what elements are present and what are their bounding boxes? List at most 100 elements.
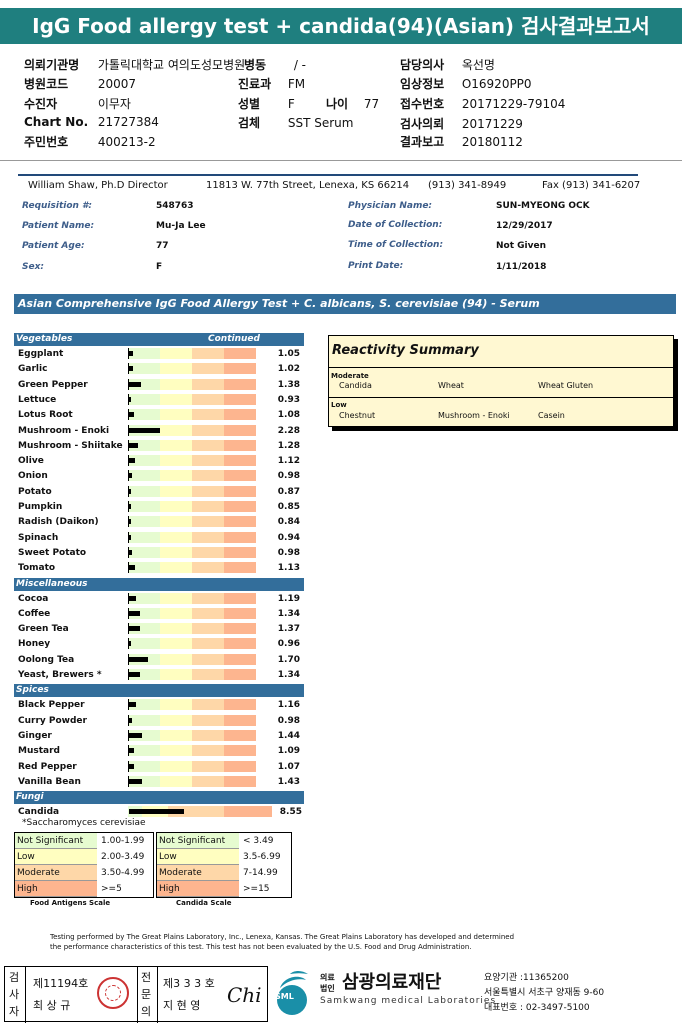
receipt-no-label: 접수번호 xyxy=(400,97,445,111)
food-name: Spinach xyxy=(18,532,59,543)
result-value: 1.37 xyxy=(277,624,300,635)
corp-name-en: Samkwang medical Laboratories xyxy=(320,996,497,1006)
result-value: 1.09 xyxy=(277,746,300,757)
result-bar xyxy=(129,763,134,769)
receipt-no-value: 20171229-79104 xyxy=(461,97,566,111)
saccharomyces-footnote: *Saccharomyces cerevisiae xyxy=(22,818,146,828)
result-value: 1.05 xyxy=(277,349,300,359)
scale-bar xyxy=(128,714,256,726)
scale-bar xyxy=(128,531,256,543)
sex-label: 성별 xyxy=(238,97,261,111)
patient-name-label: Patient Name: xyxy=(22,221,95,231)
legend-label: Not Significant xyxy=(15,833,97,849)
result-bar xyxy=(129,488,131,494)
result-value: 1.08 xyxy=(277,410,300,421)
scale-bar xyxy=(128,409,256,421)
lab-divider xyxy=(18,174,638,176)
sex-value: F xyxy=(287,97,295,111)
food-name: Black Pepper xyxy=(18,700,85,711)
print-date-label: Print Date: xyxy=(348,261,404,271)
reactivity-divider xyxy=(329,397,673,398)
age-row: 나이 77 xyxy=(326,95,379,112)
food-name: Candida xyxy=(18,807,60,818)
physician-label: Physician Name: xyxy=(348,201,433,211)
food-name: Cocoa xyxy=(18,593,49,604)
result-value: 1.44 xyxy=(277,730,300,741)
patient-row: 수진자 이무자 xyxy=(24,95,131,112)
food-name: Coffee xyxy=(18,608,51,619)
scale-bar xyxy=(128,546,256,558)
result-value: 0.93 xyxy=(277,394,300,405)
scale-bar xyxy=(128,729,256,741)
result-value: 1.02 xyxy=(277,364,300,375)
food-name: Radish (Daikon) xyxy=(18,517,99,528)
candida-scale-caption: Candida Scale xyxy=(176,899,232,907)
category-name: Vegetables xyxy=(16,334,73,344)
food-name: Lettuce xyxy=(18,394,57,405)
test-title: Asian Comprehensive IgG Food Allergy Tes… xyxy=(14,294,676,314)
lab-director: William Shaw, Ph.D Director xyxy=(28,180,168,191)
scale-bar xyxy=(128,424,256,436)
requisition-label: Requisition #: xyxy=(22,201,92,211)
org-code: 요양기관 :11365200 xyxy=(484,973,569,983)
signature: Chi xyxy=(227,983,262,1007)
chart-row: Chart No. 21727384 xyxy=(24,115,159,129)
ward-row: 병동 / - xyxy=(244,56,306,73)
result-bar xyxy=(129,534,131,540)
id-row: 주민번호 400213-2 xyxy=(24,133,156,150)
moderate-item: Wheat Gluten xyxy=(538,381,594,390)
result-bar xyxy=(129,809,184,815)
ward-value: / - xyxy=(293,58,307,72)
result-bar xyxy=(129,778,142,784)
low-item: Casein xyxy=(538,411,565,420)
result-value: 1.19 xyxy=(277,593,300,604)
specialist-label: 전문의 xyxy=(139,969,153,1020)
hospital-code-label: 병원코드 xyxy=(24,77,69,91)
scale-bar xyxy=(128,455,256,467)
examiner-no: 제11194호 xyxy=(33,977,89,990)
result-value: 0.94 xyxy=(277,532,300,543)
result-bar xyxy=(129,396,131,402)
food-name: Oolong Tea xyxy=(18,654,75,665)
request-value: 20171229 xyxy=(461,117,523,131)
age-value: 77 xyxy=(363,97,380,111)
result-bar xyxy=(129,412,134,418)
result-value: 0.85 xyxy=(277,502,300,512)
category-continued: Continued xyxy=(208,334,260,344)
result-value: 0.96 xyxy=(277,639,300,650)
result-value: 1.16 xyxy=(277,700,300,711)
examiner-name: 최 상 규 xyxy=(33,999,71,1012)
institution-row: 의뢰기관명 가톨릭대학교 여의도성모병원 xyxy=(24,56,245,73)
food-name: Tomato xyxy=(18,563,56,574)
disclaimer-line: Testing performed by The Great Plains La… xyxy=(50,933,515,941)
food-name: Green Tea xyxy=(18,624,69,635)
specimen-value: SST Serum xyxy=(287,116,354,130)
lab-fax: Fax (913) 341-6207 xyxy=(542,180,641,191)
legend-range: 7-14.99 xyxy=(243,868,278,878)
patient-age-value: 77 xyxy=(156,241,169,251)
category-name: Spices xyxy=(16,685,49,696)
scale-bar xyxy=(128,363,256,375)
result-value: 0.98 xyxy=(277,547,300,558)
scale-bar xyxy=(128,562,256,574)
scale-bar xyxy=(128,699,256,711)
result-bar xyxy=(129,672,140,677)
food-name: Yeast, Brewers * xyxy=(18,670,102,680)
scale-bar xyxy=(128,745,256,757)
scale-bar xyxy=(128,669,256,680)
institution-value: 가톨릭대학교 여의도성모병원 xyxy=(97,58,246,72)
clinical-info-row: 임상정보 O16920PP0 xyxy=(400,75,532,92)
id-value: 400213-2 xyxy=(97,135,156,149)
result-bar xyxy=(129,442,138,448)
reactivity-title: Reactivity Summary xyxy=(332,343,479,358)
legend-label: Low xyxy=(157,849,239,865)
lab-phone: (913) 341-8949 xyxy=(428,180,507,191)
collection-time-label: Time of Collection: xyxy=(348,240,444,250)
legend-range: < 3.49 xyxy=(243,836,274,846)
logo-text: SML xyxy=(275,992,294,1001)
legend-label: Not Significant xyxy=(157,833,239,849)
scale-bar xyxy=(128,623,256,635)
result-value: 1.38 xyxy=(277,379,300,390)
low-label: Low xyxy=(331,401,347,409)
corp-small-2: 법인 xyxy=(320,984,335,993)
